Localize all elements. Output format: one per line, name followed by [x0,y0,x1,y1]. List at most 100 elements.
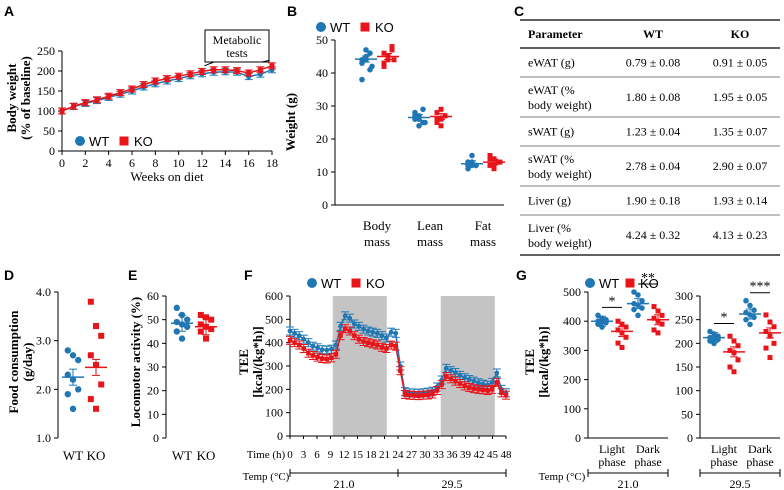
panel-g-point-ko [651,304,657,310]
panel-f-point-ko [471,386,477,391]
panel-g-point-ko [727,364,733,370]
panel-g1-y-tick-label: 0 [575,431,581,445]
panel-f-point-wt [361,326,366,332]
panel-b-point-ko [434,120,440,125]
panel-b-y-tick-label: 50 [316,33,328,47]
panel-g-point-ko [735,357,741,363]
panel-f-y-tick-label: 300 [265,359,283,373]
panel-b-category-line1: Lean [417,218,443,233]
panel-a-y-label: Body weight(% of baseline) [4,56,33,140]
panel-e-point-ko [208,316,215,323]
table-row-ko: 1.93 ± 0.14 [713,194,768,208]
panel-g-point-ko [619,321,625,327]
panel-b-legend-ko-label: KO [375,20,394,35]
table-row-parameter: sWAT (g) [528,125,574,139]
panel-b-point-ko [381,63,387,69]
panel-f-y-tick-label: 400 [265,336,283,350]
table-row-wt: 0.79 ± 0.08 [626,56,681,70]
panel-g-sig-marker: * [721,311,728,326]
panel-f-point-ko [301,346,307,351]
panel-d-point-ko [87,298,94,305]
panel-g-sig-marker: ** [641,271,655,286]
panel-f-y-tick-label: 100 [265,406,283,420]
panel-e-y-tick-label: 30 [147,360,159,374]
panel-f-point-ko [476,387,481,392]
panel-g-point-ko [763,345,769,351]
panel-b-point-wt [469,152,475,159]
panel-g-point-ko [651,315,657,321]
panel-f-x-tick-label: 18 [366,449,378,461]
panel-f-point-ko [342,326,348,331]
panel-f-point-wt [301,336,307,342]
panel-e-y-tick-label: 10 [147,407,159,421]
panel-f-y-tick-label: 200 [265,382,283,396]
panel-b-point-wt [420,106,426,113]
panel-e-category: KO [197,448,216,463]
panel-d-point-wt [69,405,77,412]
panel-g-category-line2: phase [598,455,625,469]
panel-label: G [516,267,527,283]
panel-b-y-tick-label: 40 [316,66,328,80]
annotation-line1: Metabolic [213,33,262,47]
panel-e-point-wt [184,316,191,323]
table-row-wt: 1.23 ± 0.04 [626,125,681,139]
panel-g-y-label-line: [kcal/(kg*h)] [536,326,551,398]
panel-a-x-tick-label: 4 [106,156,112,170]
panel-g-point-ko [615,340,621,346]
panel-a-point-ko [257,67,263,73]
panel-g-point-wt [635,312,641,319]
panel-g-point-ko [735,343,741,349]
table-header-parameter: Parameter [528,27,583,41]
panel-g-temp-value: 21.0 [618,477,639,490]
panel-f-point-ko [324,356,330,362]
panel-g-point-wt [747,321,753,328]
panel-g-point-ko [623,334,629,340]
panel-a-point-ko [269,63,275,69]
panel-f-point-wt [365,328,371,334]
panel-g-temp-value: 29.5 [730,477,751,490]
panel-f-x-label: Time (h) [247,449,286,461]
panel-b-point-ko [438,106,444,112]
panel-e-y-label-line: Locomotor activity (%) [128,297,143,427]
panel-g2-y-tick-label: 100 [675,384,693,398]
panel-g2-y-tick-label: 50 [681,407,693,421]
panel-b-point-ko [389,47,395,53]
panel-e-point-wt [173,304,180,312]
panel-a-x-tick-label: 10 [173,156,185,170]
panel-f-point-wt [310,343,316,349]
panel-label: F [244,267,253,283]
panel-a-point-ko [246,70,252,76]
panel-g-point-wt [639,297,645,304]
panel-a-point-ko [234,68,240,74]
panel-a-point-ko [176,73,182,79]
panel-f-point-ko [448,376,454,382]
panel-f-x-tick-label: 45 [487,449,499,461]
panel-f-point-wt [393,330,399,336]
panel-g-legend-ko-marker [625,278,635,288]
panel-f-point-ko [407,392,412,398]
panel-e-y-tick-label: 0 [153,431,159,445]
panel-f-point-wt [319,347,325,353]
panel-g-sig-marker: * [609,294,616,309]
panel-f-x-tick-label: 21 [379,449,390,461]
panel-g-point-wt [747,302,753,309]
panel-d-y-tick-label: 3.0 [36,334,51,348]
panel-b-point-ko [434,110,440,116]
panel-g-point-ko [767,355,773,361]
panel-g-point-ko [731,369,737,375]
panel-b-point-ko [438,123,444,129]
panel-f-point-ko [462,383,467,389]
panel-g1-y-tick-label: 300 [563,343,581,357]
panel-f-x-tick-label: 39 [460,449,472,461]
panel-g-category-line1: Light [711,442,738,456]
panel-f-y-label-line: [kcal/(kg*h)] [250,326,265,398]
panel-label: E [128,267,137,283]
panel-f-point-ko [453,378,458,384]
panel-a-point-ko [152,78,158,84]
panel-d-point-ko [98,381,105,388]
panel-f-x-tick-label: 3 [301,449,307,461]
panel-g-y-label-line: TEE [522,349,537,375]
panel-b-y-label-line: Weight (g) [283,93,298,151]
panel-f-y-tick-label: 0 [277,429,283,443]
panel-f-point-ko [503,392,509,398]
